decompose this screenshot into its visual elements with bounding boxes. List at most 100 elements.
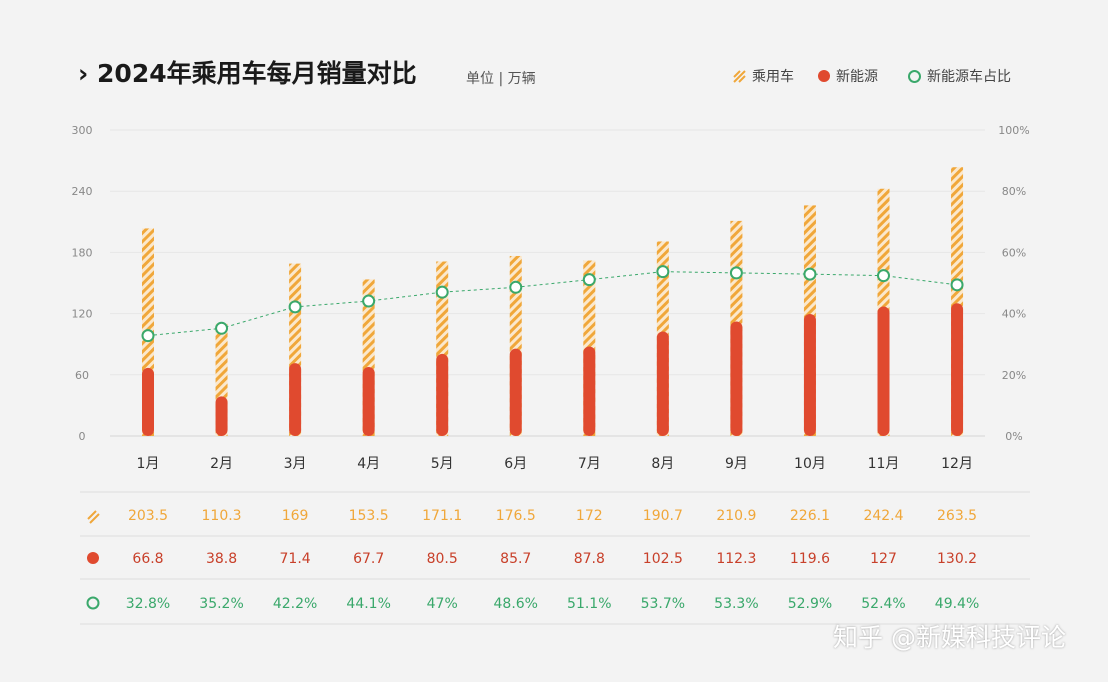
x-tick-label: 4月 [357,456,380,472]
data-label: 263.5 [937,508,977,524]
bar-nev [951,303,964,436]
data-label: 85.7 [500,551,531,567]
x-tick-label: 9月 [725,456,748,472]
point-share [656,265,670,279]
x-tick-label: 5月 [431,456,454,472]
x-tick-label: 2月 [210,456,233,472]
data-label: 102.5 [643,551,683,567]
watermark: 知乎 @新媒科技评论 [833,623,1066,652]
data-label: 32.8% [126,596,170,612]
y2-tick-label: 100% [998,124,1029,137]
data-label: 110.3 [202,508,242,524]
legend-share: 新能源车占比 [908,66,1011,86]
data-label: 66.8 [132,551,163,567]
chart-title: › 2024年乘用车每月销量对比 [78,54,417,90]
y-tick-label: 0 [79,430,86,443]
y2-tick-label: 40% [1002,308,1026,321]
bar-nev [656,331,669,436]
hatch-icon [87,510,100,524]
point-share [950,278,964,292]
data-label: 119.6 [790,551,830,567]
x-tick-label: 6月 [504,456,527,472]
y-tick-label: 60 [75,369,89,382]
legend-nev: 新能源 [818,66,878,86]
data-label: 153.5 [349,508,389,524]
hatch-icon [733,70,746,83]
x-tick-label: 8月 [651,456,674,472]
data-label: 203.5 [128,508,168,524]
data-label: 87.8 [574,551,605,567]
bar-nev [436,353,449,436]
point-share [803,267,817,281]
data-label: 112.3 [716,551,756,567]
point-share [288,300,302,314]
bar-nev [803,314,816,436]
data-label: 171.1 [422,508,462,524]
data-label: 52.4% [861,596,905,612]
point-share [362,294,376,308]
bar-nev [142,367,154,436]
point-share [141,329,155,343]
bar-nev [362,366,375,436]
data-label: 172 [576,508,603,524]
data-label: 176.5 [496,508,536,524]
point-share [215,321,229,335]
y-tick-label: 180 [72,246,93,259]
data-label: 38.8 [206,551,237,567]
unit-label: 单位 | 万辆 [466,71,536,87]
data-label: 53.7% [641,596,685,612]
bar-nev [730,321,743,436]
data-label: 130.2 [937,551,977,567]
data-label: 49.4% [935,596,979,612]
x-tick-label: 3月 [284,456,307,472]
data-label: 67.7 [353,551,384,567]
y-tick-label: 120 [72,308,93,321]
data-label: 80.5 [427,551,458,567]
data-label: 210.9 [716,508,756,524]
legend-label: 新能源 [836,69,878,85]
y-tick-label: 300 [72,124,93,137]
data-label: 52.9% [788,596,832,612]
bar-nev [877,306,890,436]
circle-icon [86,596,100,610]
circle-icon [908,69,921,83]
data-label: 53.3% [714,596,758,612]
bar-nev [215,396,228,436]
legend-label: 新能源车占比 [927,69,1011,85]
bar-nev [509,348,522,436]
point-share [877,269,890,283]
point-share [582,273,596,287]
data-label: 169 [282,508,309,524]
y2-tick-label: 80% [1002,185,1026,198]
legend-passenger: 乘用车 [732,66,794,86]
data-label: 242.4 [863,508,903,524]
point-share [435,285,449,299]
title-text: 2024年乘用车每月销量对比 [97,59,417,88]
data-label: 35.2% [199,596,243,612]
x-tick-label: 10月 [794,456,826,472]
data-label: 48.6% [494,596,538,612]
bar-nev [583,346,596,436]
y2-tick-label: 60% [1002,246,1026,259]
y-tick-label: 240 [72,185,93,198]
y2-tick-label: 20% [1002,369,1026,382]
y2-tick-label: 0% [1005,430,1022,443]
data-label: 127 [870,551,897,567]
data-label: 51.1% [567,596,611,612]
legend-label: 乘用车 [752,69,794,85]
bar-nev [289,363,302,436]
data-label: 44.1% [346,596,390,612]
x-tick-label: 7月 [578,456,601,472]
data-label: 190.7 [643,508,683,524]
x-tick-label: 12月 [941,456,973,472]
data-label: 42.2% [273,596,317,612]
data-label: 47% [427,596,458,612]
data-label: 226.1 [790,508,830,524]
point-share [729,266,743,280]
x-tick-label: 11月 [868,456,900,472]
point-share [509,280,523,294]
data-label: 71.4 [280,551,311,567]
chevron-icon: › [78,59,89,88]
line-share [147,271,958,337]
